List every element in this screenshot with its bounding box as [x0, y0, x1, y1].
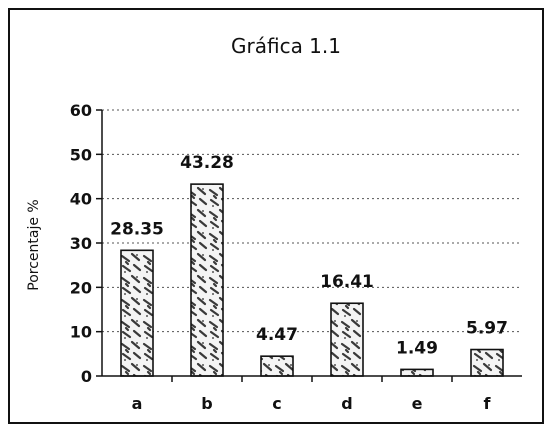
x-category-label: b: [201, 394, 212, 413]
bar-f: [470, 348, 504, 377]
bar-d: [330, 302, 364, 377]
data-label-e: 1.49: [396, 338, 438, 358]
x-category-label: f: [484, 394, 492, 413]
y-axis-label: Porcentaje %: [26, 199, 42, 290]
x-category-label: c: [272, 394, 281, 413]
x-category-label: e: [412, 394, 423, 413]
data-label-c: 4.47: [256, 325, 298, 345]
bars: [120, 183, 504, 382]
x-category-label: a: [132, 394, 143, 413]
y-tick-label: 60: [70, 101, 92, 120]
data-label-b: 43.28: [180, 153, 234, 173]
y-tick-label: 10: [70, 323, 92, 342]
bar-c: [260, 355, 294, 377]
bar-b: [190, 183, 224, 377]
y-tick-label: 30: [70, 234, 92, 253]
y-axis-ticks: 0 10 20 30 40 50 60: [70, 101, 92, 386]
x-category-label: d: [341, 394, 352, 413]
bar-e: [400, 368, 434, 377]
x-axis-categories: a b c d e f: [132, 394, 492, 413]
chart-title: Gráfica 1.1: [231, 34, 341, 58]
data-labels: 28.35 43.28 4.47 16.41 1.49 5.97: [110, 153, 508, 358]
bar-a: [120, 249, 154, 377]
chart-frame: Gráfica 1.1 Porcentaje % 0 10 20 30 40 50 60 2…: [8, 8, 544, 424]
y-tick-label: 0: [81, 367, 92, 386]
data-label-f: 5.97: [466, 319, 508, 339]
y-tick-label: 20: [70, 278, 92, 297]
data-label-a: 28.35: [110, 219, 164, 239]
bar-chart: Gráfica 1.1 Porcentaje % 0 10 20 30 40 50 60 2…: [26, 34, 522, 413]
y-tick-label: 40: [70, 190, 92, 209]
y-tick-label: 50: [70, 145, 92, 164]
data-label-d: 16.41: [320, 272, 374, 292]
gridlines: [96, 109, 522, 377]
